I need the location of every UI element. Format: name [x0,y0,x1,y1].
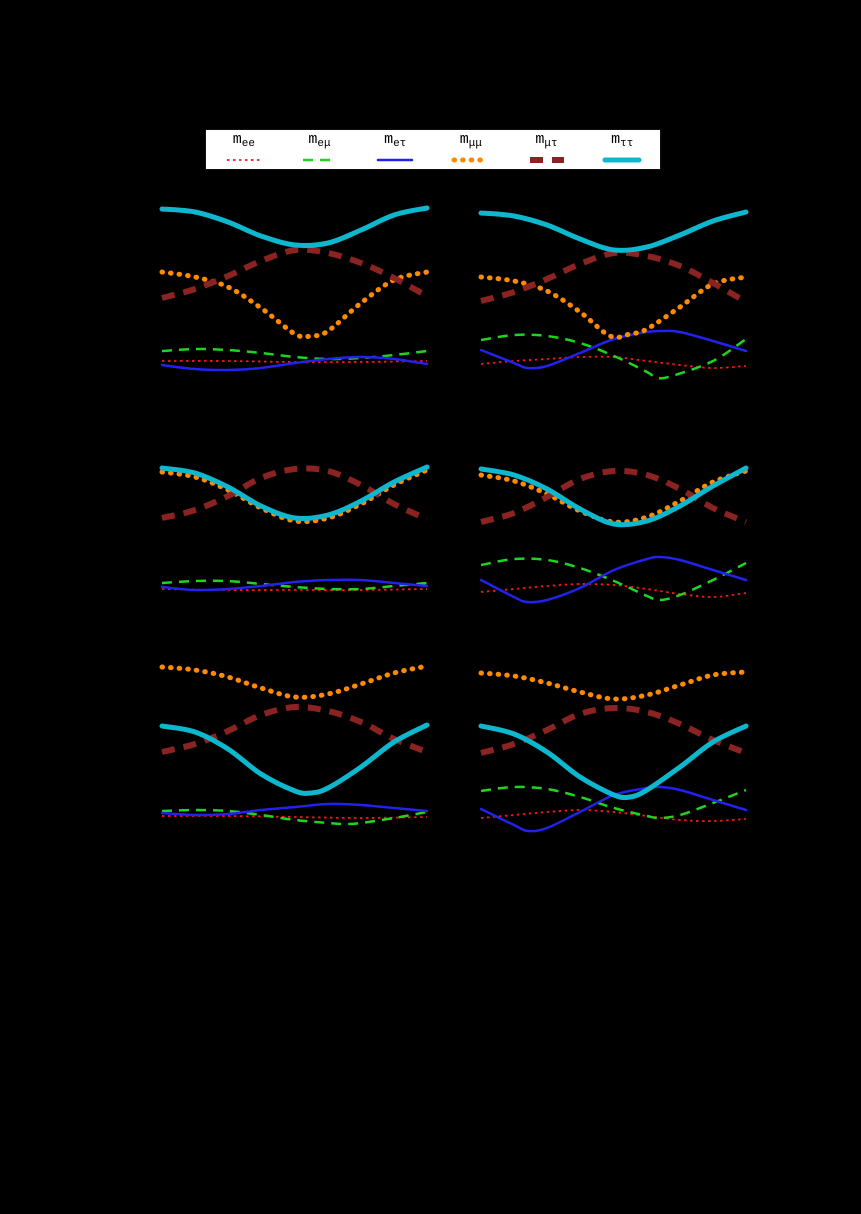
curve-m_mutau-middle-left [161,465,429,522]
curve-m_tautau-bottom-right [478,723,749,801]
legend-sample-line-icon [302,158,337,162]
legend-sample-line-icon [602,157,642,163]
curve-m_emu-top-right [480,333,747,380]
curve-m_tautau-top-left [159,205,430,249]
curve-m_emu-bottom-right [480,785,747,820]
curve-m_mumu-middle-left [159,467,430,525]
curve-m_mumu-bottom-right [478,669,749,702]
curve-m_etau-top-right [479,329,748,370]
curve-m_mumu-middle-right [478,468,749,525]
legend-label-m-mumu: mμμ [459,131,482,151]
curve-m_ee-bottom-right [480,809,747,822]
legend-item-m-tautau: mττ [584,130,660,169]
legend-label-m-etau: meτ [384,131,407,151]
legend-label-m-mutau: mμτ [535,131,558,151]
curve-m_mutau-top-right [480,249,748,305]
curve-m_mutau-middle-right [480,467,748,525]
curve-m_tautau-bottom-left [159,722,430,796]
curve-m_etau-bottom-left [160,802,429,817]
curve-m_etau-middle-right [479,555,748,604]
curve-m_mumu-top-left [159,269,430,340]
legend-sample-line-icon [451,157,491,163]
curve-m_ee-middle-right [480,583,747,598]
curve-m_tautau-middle-right [478,465,749,528]
curve-m_emu-middle-left [161,579,428,591]
legend-item-m-etau: meτ [357,130,433,169]
curve-m_mutau-bottom-left [161,703,429,755]
curve-m_emu-top-left [161,347,428,361]
legend-label-m-tautau: mττ [611,131,634,151]
curve-m_tautau-top-right [478,209,749,253]
legend-item-m-mutau: mμτ [509,130,585,169]
curve-m_emu-middle-right [480,557,747,602]
legend-item-m-ee: mee [206,130,282,169]
legend-item-m-emu: meμ [282,130,358,169]
legend-sample-line-icon [376,158,414,162]
curve-m_mumu-bottom-left [159,663,430,700]
legend-label-m-ee: mee [232,131,255,151]
curve-m_tautau-middle-left [159,464,430,522]
legend-sample-line-icon [226,159,261,161]
curve-m_etau-top-left [160,355,429,372]
legend: mee meμ meτ mμμ mμτ mττ [205,129,661,170]
curve-m_etau-middle-left [160,578,429,592]
curve-m_mutau-top-left [161,246,429,301]
legend-item-m-mumu: mμμ [433,130,509,169]
curve-m_mumu-top-right [478,274,749,340]
legend-label-m-emu: meμ [308,131,331,151]
legend-sample-line-icon [529,157,564,163]
